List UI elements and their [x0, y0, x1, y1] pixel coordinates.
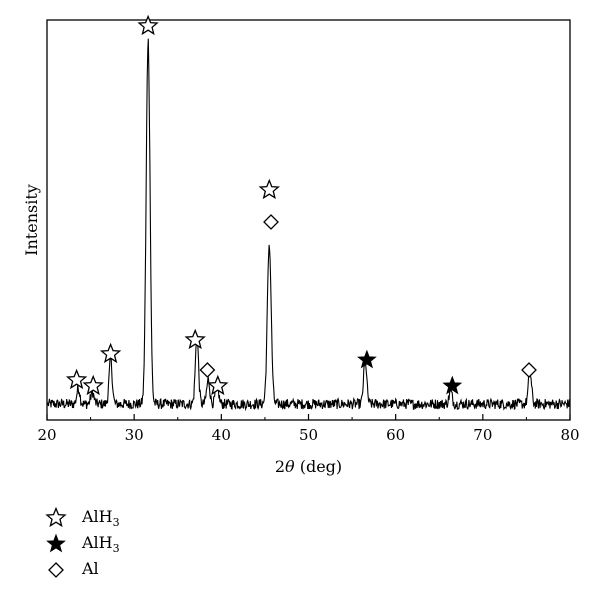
legend-item-filled-star: AlH3	[44, 531, 120, 557]
filled-star-icon	[442, 375, 463, 395]
open-star-icon	[207, 374, 229, 396]
diamond-icon	[48, 562, 64, 578]
filled-star-icon	[356, 349, 377, 369]
peak-marker-open-star	[207, 374, 229, 396]
plot-frame	[46, 19, 571, 421]
peak-marker-diamond	[199, 362, 216, 378]
peak-marker-filled-star	[356, 349, 377, 369]
peak-marker-open-star	[65, 368, 88, 390]
peak-marker-open-star	[82, 374, 104, 396]
xrd-pattern-line	[47, 38, 570, 412]
xrd-chart: 20 30 40 50 60 70 80 2θ (deg) Intensity	[22, 14, 580, 476]
peak-markers	[65, 14, 537, 396]
filled-star-icon	[46, 533, 66, 553]
x-axis-ticks: 20 30 40 50 60 70 80	[37, 414, 580, 444]
x-tick-label: 50	[299, 426, 318, 444]
legend-item-diamond: Al	[44, 557, 120, 583]
y-axis-label: Intensity	[22, 184, 41, 256]
x-tick-label: 80	[560, 426, 579, 444]
open-star-icon	[184, 328, 206, 350]
x-tick-label: 60	[386, 426, 405, 444]
peak-marker-open-star	[258, 178, 280, 200]
legend: AlH3 AlH3 Al	[44, 505, 120, 583]
open-star-icon	[99, 342, 122, 364]
open-star-icon	[45, 507, 67, 528]
open-star-icon	[258, 178, 280, 200]
diamond-icon	[199, 362, 216, 378]
diamond-icon	[521, 362, 537, 378]
legend-item-open-star: AlH3	[44, 505, 120, 531]
open-star-icon	[82, 374, 104, 396]
peak-marker-filled-star	[442, 375, 463, 395]
x-tick-label: 20	[37, 426, 56, 444]
x-tick-label: 70	[473, 426, 492, 444]
peak-marker-open-star	[137, 14, 159, 36]
plot-border	[46, 19, 571, 421]
legend-label: AlH3	[82, 532, 120, 556]
x-tick-label: 40	[212, 426, 231, 444]
peak-marker-open-star	[99, 342, 122, 364]
x-axis-label: 2θ (deg)	[275, 457, 342, 476]
open-star-icon	[137, 14, 159, 36]
peak-marker-open-star	[184, 328, 206, 350]
diamond-icon	[263, 214, 279, 230]
peak-marker-diamond	[521, 362, 537, 378]
legend-label: AlH3	[82, 506, 120, 530]
open-star-icon	[65, 368, 88, 390]
x-tick-label: 30	[125, 426, 144, 444]
peak-marker-diamond	[263, 214, 279, 230]
legend-label: Al	[82, 558, 99, 578]
